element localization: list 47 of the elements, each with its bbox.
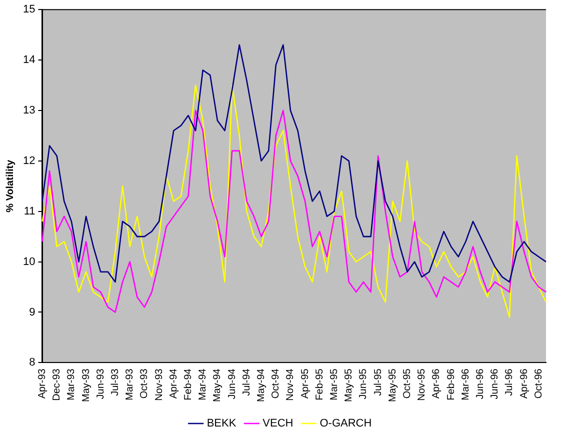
- x-tick-label: Jul-94: [241, 368, 252, 396]
- x-tick-label: Jun-96: [475, 368, 486, 400]
- x-tick-label: Mar-95: [329, 368, 340, 400]
- y-tick-label: 12: [22, 154, 36, 167]
- x-tick-label: Apr-95: [300, 368, 311, 399]
- x-tick-label: May-95: [387, 368, 398, 402]
- x-tick-label: Oct-96: [533, 368, 544, 399]
- y-tick-label: 9: [29, 306, 36, 318]
- y-tick-label: 14: [22, 54, 36, 66]
- x-tick-label: May-95: [344, 368, 355, 402]
- x-tick-label: May-94: [212, 368, 224, 402]
- y-tick-label: 8: [29, 356, 36, 369]
- x-tick-label: Jul-95: [372, 368, 384, 396]
- x-tick-label: Nov-95: [416, 368, 428, 401]
- x-tick-label: Oct-95: [402, 368, 414, 399]
- x-tick-label: Jun-94: [226, 368, 238, 400]
- x-tick-label: Mar-93: [66, 368, 78, 400]
- x-tick-label: Oct-94: [270, 368, 282, 399]
- legend-label: BEKK: [206, 418, 237, 430]
- x-tick-label: Mar-93: [124, 368, 136, 400]
- x-tick-label: Mar-96: [460, 368, 472, 400]
- x-tick-label: Feb-94: [183, 368, 194, 400]
- x-tick-label: Dec-93: [52, 368, 63, 401]
- x-tick-label: Jun-96: [490, 368, 501, 400]
- x-tick-label: Apr-96: [431, 368, 442, 399]
- x-tick-label: Jun-95: [358, 368, 370, 400]
- x-tick-label: Feb-96: [446, 368, 457, 400]
- x-tick-label: Mar-94: [198, 368, 209, 400]
- x-tick-label: Nov-93: [154, 368, 165, 401]
- x-tick-label: May-94: [256, 368, 268, 402]
- legend-label: O-GARCH: [320, 418, 372, 430]
- x-tick-label: Apr-96: [518, 368, 530, 399]
- y-tick-label: 10: [22, 256, 36, 268]
- y-tick-label: 11: [24, 205, 36, 218]
- x-tick-label: May-93: [80, 368, 92, 402]
- x-tick-label: Jun-93: [95, 368, 106, 400]
- y-axis-title: % Volatility: [4, 159, 16, 212]
- y-tick-label: 15: [22, 4, 36, 16]
- x-tick-label: Apr-93: [36, 368, 48, 399]
- x-tick-label: Oct-93: [139, 368, 150, 399]
- x-tick-label: Jul-96: [504, 368, 516, 396]
- x-tick-label: Apr-94: [168, 368, 180, 399]
- x-tick-label: Jul-93: [110, 368, 121, 396]
- legend-label: VECH: [262, 418, 294, 430]
- x-tick-label: Nov-94: [285, 368, 296, 401]
- x-tick-label: Feb-95: [314, 368, 326, 400]
- y-tick-label: 13: [22, 104, 36, 117]
